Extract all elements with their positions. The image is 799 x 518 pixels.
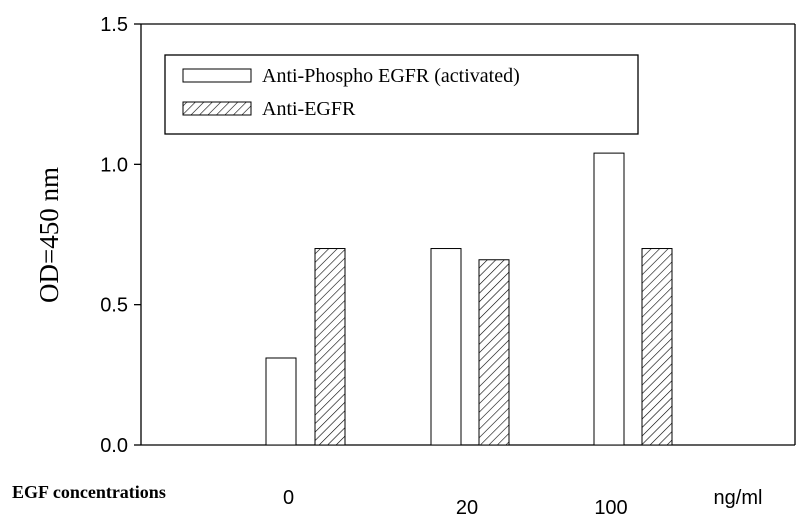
y-axis-label: OD=450 nm xyxy=(34,167,64,303)
plot-frame xyxy=(141,23,796,445)
legend-box xyxy=(164,54,639,135)
legend-label-phospho: Anti-Phospho EGFR (activated) xyxy=(262,65,520,87)
bar-anti-phospho-egfr-20 xyxy=(430,248,462,446)
y-tick-label: 0.0 xyxy=(100,435,128,457)
legend: Anti-Phospho EGFR (activated) Anti-EGFR xyxy=(164,54,639,135)
bar-anti-egfr-0 xyxy=(314,248,346,446)
category-label-100: 100 xyxy=(594,497,627,518)
legend-swatch-hatched xyxy=(182,101,252,116)
category-label-20: 20 xyxy=(456,497,478,518)
x-axis-title: EGF concentrations xyxy=(12,482,166,502)
y-tick-label: 1.5 xyxy=(100,14,128,36)
bar-anti-phospho-egfr-100 xyxy=(593,152,625,446)
legend-item-phospho: Anti-Phospho EGFR (activated) xyxy=(182,65,520,87)
bar-anti-egfr-20 xyxy=(478,259,510,446)
x-unit-label: ng/ml xyxy=(714,487,763,509)
bar-anti-phospho-egfr-0 xyxy=(265,357,297,446)
bars xyxy=(265,152,673,446)
y-ticks: 0.0 0.5 1.0 1.5 xyxy=(100,14,141,457)
legend-swatch-open xyxy=(182,68,252,83)
y-tick-label: 1.0 xyxy=(100,154,128,176)
legend-label-egfr: Anti-EGFR xyxy=(262,98,356,120)
category-label-0: 0 xyxy=(283,487,294,509)
legend-item-egfr: Anti-EGFR xyxy=(182,98,356,120)
bar-anti-egfr-100 xyxy=(641,248,673,446)
y-tick-label: 0.5 xyxy=(100,295,128,317)
